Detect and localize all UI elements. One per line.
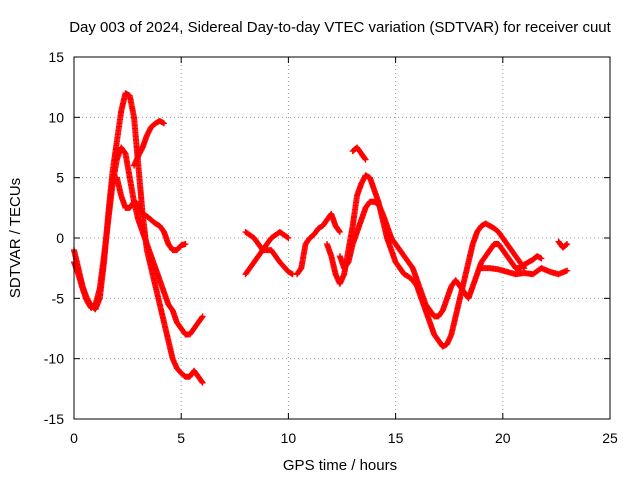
data-series bbox=[478, 265, 571, 278]
data-point bbox=[198, 314, 205, 321]
data-point bbox=[564, 267, 571, 274]
data-series bbox=[293, 210, 343, 278]
y-tick-label: 5 bbox=[56, 170, 64, 186]
data-series bbox=[336, 198, 545, 320]
data-series bbox=[131, 117, 168, 169]
y-tick-label: -15 bbox=[44, 411, 64, 427]
x-axis-title: GPS time / hours bbox=[283, 457, 397, 474]
data-point bbox=[161, 120, 168, 127]
y-axis-title: SDTVAR / TECUs bbox=[7, 178, 24, 298]
x-tick-label: 20 bbox=[495, 430, 511, 446]
axis-ticks bbox=[73, 56, 611, 420]
data-marks bbox=[71, 90, 571, 386]
data-point bbox=[336, 228, 343, 235]
data-point bbox=[563, 241, 570, 248]
data-point bbox=[336, 227, 343, 234]
y-tick-label: -10 bbox=[44, 351, 64, 367]
data-point bbox=[198, 378, 205, 385]
x-tick-label: 15 bbox=[388, 430, 404, 446]
data-point bbox=[182, 241, 189, 248]
data-point bbox=[285, 235, 292, 241]
data-series bbox=[113, 174, 189, 254]
x-tick-label: 10 bbox=[281, 430, 297, 446]
data-series bbox=[555, 238, 571, 251]
x-tick-label: 0 bbox=[70, 430, 78, 446]
y-tick-label: -5 bbox=[52, 290, 65, 306]
data-point bbox=[564, 241, 571, 248]
data-point bbox=[199, 379, 206, 386]
x-tick-label: 25 bbox=[602, 430, 618, 446]
y-tick-label: 0 bbox=[56, 230, 64, 246]
tick-labels: 0 5 10 15 20 25 -15 -10 -5 0 5 10 15 bbox=[44, 49, 618, 446]
data-point bbox=[199, 313, 206, 320]
x-tick-label: 5 bbox=[177, 430, 185, 446]
data-point bbox=[538, 255, 545, 262]
y-tick-label: 10 bbox=[48, 109, 64, 125]
data-point bbox=[362, 156, 369, 163]
data-series bbox=[349, 144, 369, 163]
y-tick-label: 15 bbox=[48, 49, 64, 65]
data-series bbox=[71, 144, 206, 338]
data-point bbox=[284, 234, 291, 241]
data-point bbox=[361, 155, 368, 162]
chart-title: Day 003 of 2024, Sidereal Day-to-day VTE… bbox=[69, 19, 611, 36]
data-series bbox=[242, 228, 292, 278]
